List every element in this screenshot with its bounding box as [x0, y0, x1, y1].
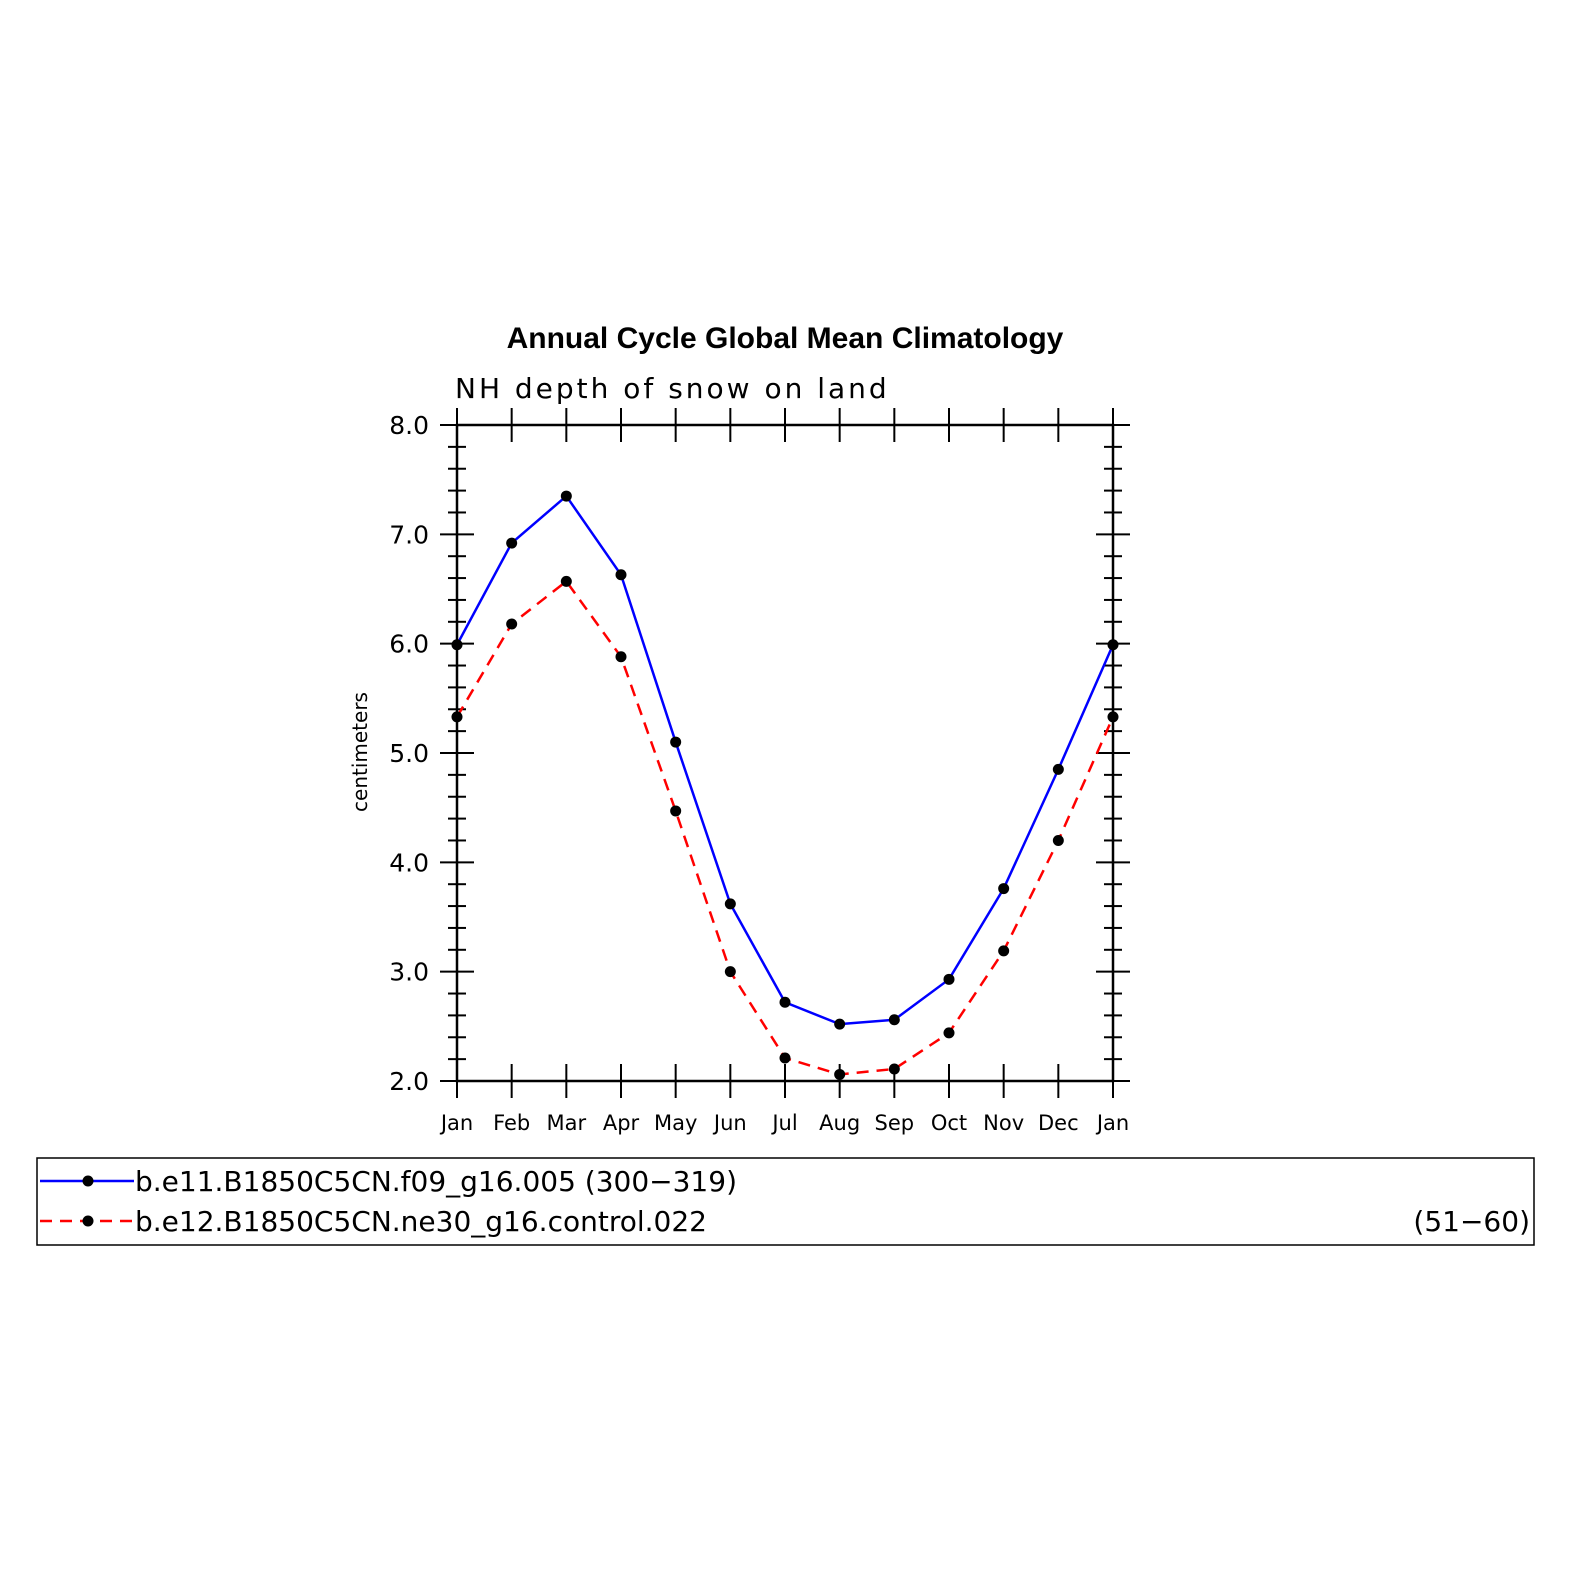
series-1-point	[834, 1018, 846, 1030]
series-2-point	[1107, 711, 1119, 723]
series-2-point	[615, 651, 627, 663]
y-tick-label: 6.0	[389, 630, 429, 659]
y-tick-labels: 2.0 3.0 4.0 5.0 6.0 7.0 8.0	[389, 411, 429, 1096]
series-1-point	[1107, 639, 1119, 651]
series-2-point	[451, 711, 463, 723]
y-axis-label: centimeters	[348, 692, 372, 812]
x-tick-label: May	[654, 1111, 697, 1135]
legend-marker-1	[82, 1175, 94, 1187]
series-1-point	[1052, 763, 1064, 775]
y-tick-label: 5.0	[389, 739, 429, 768]
series-2-point	[888, 1063, 900, 1075]
plot-axes	[440, 408, 1130, 1098]
series-2-point	[724, 966, 736, 978]
series-2-point	[943, 1027, 955, 1039]
series-2-point	[779, 1052, 791, 1064]
series-1-point	[888, 1014, 900, 1026]
x-tick-label: Feb	[493, 1111, 530, 1135]
series-1-point	[670, 736, 682, 748]
chart-title: Annual Cycle Global Mean Climatology	[507, 322, 1064, 355]
y-tick-label: 4.0	[389, 848, 429, 877]
series-layer	[451, 490, 1119, 1080]
x-tick-label: Dec	[1038, 1111, 1079, 1135]
series-1-point	[451, 639, 463, 651]
legend-marker-2	[82, 1215, 94, 1227]
x-tick-labels: Jan Feb Mar Apr May Jun Jul Aug Sep Oct Nov Dec Jan	[439, 1111, 1129, 1135]
x-tick-label: Mar	[547, 1111, 587, 1135]
series-1-point	[943, 973, 955, 985]
x-tick-label: Sep	[875, 1111, 915, 1135]
plot-frame	[455, 423, 1115, 1083]
legend-label-2: b.e12.B1850C5CN.ne30_g16.control.022	[135, 1205, 707, 1238]
series-line-1	[455, 494, 1115, 1026]
x-tick-label: Jun	[712, 1111, 747, 1135]
x-tick-label: Jul	[770, 1111, 797, 1135]
x-tick-label: Oct	[931, 1111, 967, 1135]
x-tick-label: Apr	[603, 1111, 640, 1135]
series-2-point	[998, 945, 1010, 957]
series-1-point	[724, 898, 736, 910]
y-tick-label: 2.0	[389, 1067, 429, 1096]
legend-box	[36, 1157, 1535, 1246]
y-tick-label: 8.0	[389, 411, 429, 440]
series-2-point	[670, 805, 682, 817]
series-2-point	[560, 575, 572, 587]
legend: b.e11.B1850C5CN.f09_g16.005 (300−319) b.e…	[36, 1157, 1535, 1246]
series-1-point	[998, 883, 1010, 895]
series-1-point	[560, 490, 572, 502]
series-1-point	[506, 537, 518, 549]
y-tick-label: 3.0	[389, 958, 429, 987]
x-tick-label: Jan	[1095, 1111, 1129, 1135]
series-2-point	[834, 1068, 846, 1080]
legend-years-2: (51−60)	[1413, 1205, 1530, 1238]
series-2-point	[1052, 834, 1064, 846]
series-2-point	[506, 618, 518, 630]
x-tick-label: Aug	[819, 1111, 860, 1135]
legend-label-1: b.e11.B1850C5CN.f09_g16.005 (300−319)	[135, 1165, 737, 1198]
x-tick-label: Jan	[439, 1111, 473, 1135]
x-tick-label: Nov	[983, 1111, 1024, 1135]
chart-subtitle: NH depth of snow on land	[455, 372, 890, 405]
series-1-point	[779, 996, 791, 1008]
series-1-point	[615, 569, 627, 581]
y-tick-label: 7.0	[389, 520, 429, 549]
legend-entries: b.e11.B1850C5CN.f09_g16.005 (300−319) b.e…	[40, 1165, 1530, 1238]
